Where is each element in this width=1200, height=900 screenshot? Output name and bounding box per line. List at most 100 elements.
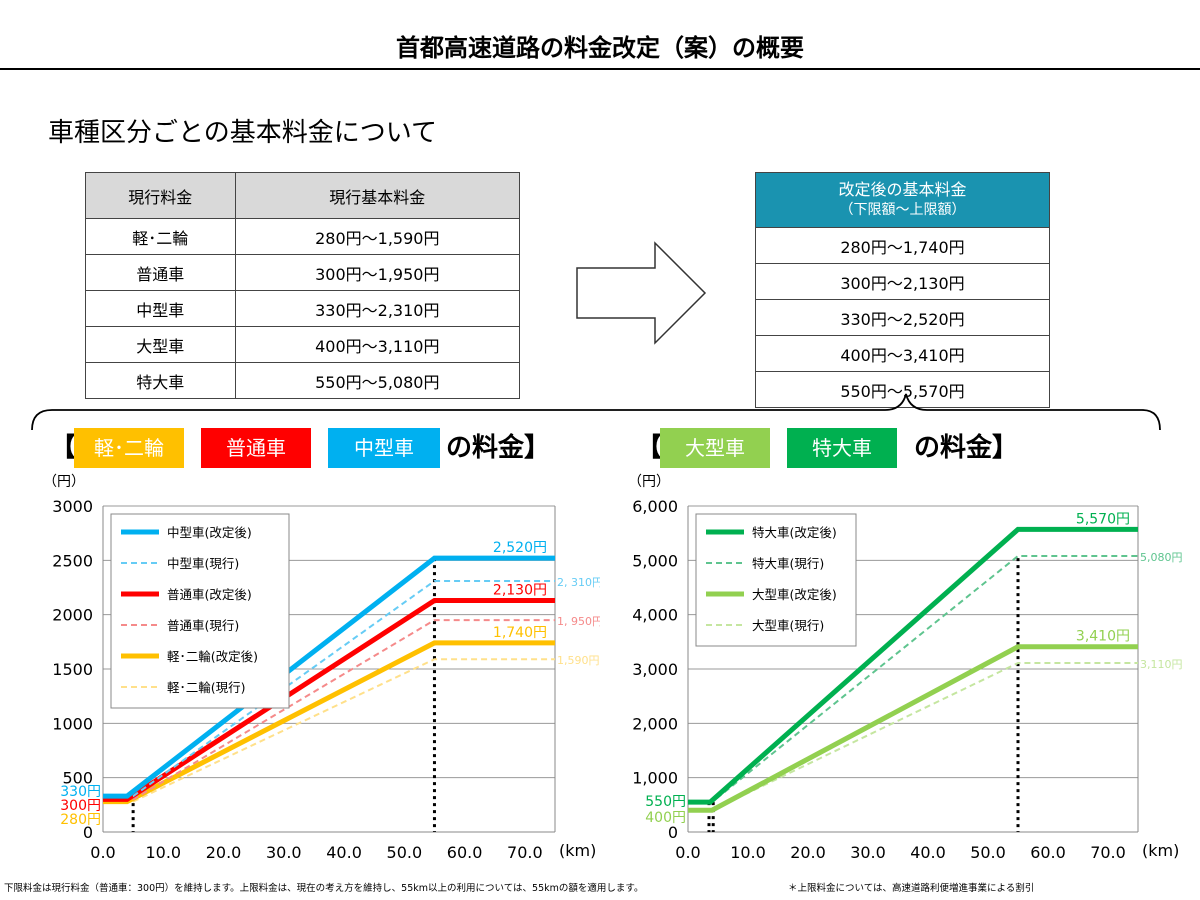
start-value-label: 280円 <box>60 812 101 828</box>
table-row: 特大車 550円～5,080円 <box>85 362 521 399</box>
y-tick-label: 500 <box>62 769 93 788</box>
header-fee: 現行基本料金 <box>234 172 521 219</box>
fee-cell: 550円～5,570円 <box>755 371 1050 408</box>
start-value-label: 300円 <box>60 798 101 814</box>
title-divider <box>0 68 1200 70</box>
table-row: 軽･二輪 280円～1,590円 <box>85 218 521 255</box>
vehicle-cell: 特大車 <box>85 362 236 399</box>
x-tick-label: 60.0 <box>447 843 483 862</box>
x-tick-label: 50.0 <box>970 843 1006 862</box>
end-value-label: 2,130円 <box>493 583 547 599</box>
table-row: 550円～5,570円 <box>755 371 1050 408</box>
fee-cell: 300円～2,130円 <box>755 263 1050 300</box>
right-heading-open: 【 <box>636 433 663 463</box>
table-row: 300円～2,130円 <box>755 263 1050 300</box>
x-tick-label: 10.0 <box>145 843 181 862</box>
legend-label: 大型車(現行) <box>752 618 824 633</box>
x-tick-label: 0.0 <box>90 843 115 862</box>
footnote-right: ＊上限料金については、高速道路利便増進事業による割引 <box>788 883 1035 894</box>
series-line <box>688 526 1138 805</box>
vehicle-cell: 普通車 <box>85 254 236 291</box>
end-value-label: 1,590円 <box>557 654 600 667</box>
x-tick-label: 10.0 <box>730 843 766 862</box>
x-tick-label: 20.0 <box>790 843 826 862</box>
x-axis-unit: (km) <box>1142 841 1179 860</box>
table-row: 330円～2,520円 <box>755 299 1050 336</box>
y-axis-unit: （円） <box>628 474 670 490</box>
x-tick-label: 20.0 <box>206 843 242 862</box>
header-vehicle: 現行料金 <box>85 172 236 219</box>
fee-cell: 400円～3,110円 <box>234 326 521 363</box>
vehicle-cell: 軽･二輪 <box>85 218 236 255</box>
footnote-left: 下限料金は現行料金（普通車：300円）を維持します。上限料金は、現在の考え方を維… <box>4 883 644 894</box>
start-value-label: 400円 <box>645 810 686 826</box>
tag-kei: 軽･二輪 <box>74 428 184 468</box>
tag-chugata: 中型車 <box>328 428 440 468</box>
y-tick-label: 0 <box>668 823 678 842</box>
y-tick-label: 1500 <box>52 660 93 679</box>
series-line <box>688 644 1138 813</box>
x-tick-label: 50.0 <box>387 843 423 862</box>
tag-futsu: 普通車 <box>201 428 311 468</box>
y-axis-unit: （円） <box>43 474 85 490</box>
end-value-label: 2, 310円 <box>557 576 600 589</box>
x-tick-label: 0.0 <box>675 843 700 862</box>
header-subtitle: （下限額～上限額） <box>839 202 966 218</box>
legend-label: 中型車(現行) <box>167 556 239 571</box>
right-fee-chart: 0 1,000 2,000 3,000 4,000 5,000 6,000 0.0 10.0 20… <box>628 474 1183 862</box>
fee-cell: 280円～1,590円 <box>234 218 521 255</box>
table-row: 400円～3,410円 <box>755 335 1050 372</box>
legend-box <box>695 513 857 647</box>
vehicle-cell: 大型車 <box>85 326 236 363</box>
y-tick-label: 2,000 <box>632 714 678 733</box>
start-value-label: 550円 <box>645 794 686 810</box>
legend-label: 軽･二輪(現行) <box>167 680 246 695</box>
y-tick-label: 2500 <box>52 551 93 570</box>
end-value-label: 5,080円 <box>1140 551 1183 564</box>
y-tick-label: 1,000 <box>632 769 678 788</box>
table-row: 280円～1,740円 <box>755 227 1050 264</box>
end-value-label: 1,740円 <box>493 625 547 641</box>
end-value-label: 3,110円 <box>1140 658 1183 671</box>
y-tick-label: 4,000 <box>632 606 678 625</box>
x-tick-label: 70.0 <box>507 843 543 862</box>
x-tick-label: 30.0 <box>266 843 302 862</box>
current-fee-table: 現行料金 現行基本料金 軽･二輪 280円～1,590円 普通車 300円～1,950… <box>85 172 521 399</box>
legend-label: 普通車(改定後) <box>167 587 252 602</box>
start-value-label: 330円 <box>60 784 101 800</box>
right-arrow-icon <box>576 241 707 345</box>
end-value-label: 2,520円 <box>493 540 547 556</box>
legend-box <box>110 513 290 709</box>
legend-label: 軽･二輪(改定後) <box>167 649 258 664</box>
end-value-label: 3,410円 <box>1076 629 1130 645</box>
legend-label: 特大車(現行) <box>752 556 824 571</box>
tag-tokudai: 特大車 <box>787 428 897 468</box>
fee-cell: 330円～2,310円 <box>234 290 521 327</box>
fee-cell: 280円～1,740円 <box>755 227 1050 264</box>
new-fee-table: 改定後の基本料金 （下限額～上限額） 280円～1,740円 300円～2,130… <box>755 172 1050 408</box>
fee-cell: 300円～1,950円 <box>234 254 521 291</box>
end-value-label: 5,570円 <box>1076 511 1130 527</box>
page-title: 首都高速道路の料金改定（案）の概要 <box>396 34 804 62</box>
table-row: 大型車 400円～3,110円 <box>85 326 521 363</box>
y-tick-label: 1000 <box>52 714 93 733</box>
x-tick-label: 30.0 <box>850 843 886 862</box>
x-tick-label: 70.0 <box>1090 843 1126 862</box>
y-tick-label: 3,000 <box>632 660 678 679</box>
tag-ogata: 大型車 <box>660 428 770 468</box>
vehicle-cell: 中型車 <box>85 290 236 327</box>
brace-decoration <box>31 393 1161 431</box>
x-tick-label: 60.0 <box>1030 843 1066 862</box>
legend-label: 普通車(現行) <box>167 618 239 633</box>
x-axis-unit: (km) <box>559 841 596 860</box>
left-heading-suffix: の料金】 <box>446 433 551 463</box>
section-subtitle: 車種区分ごとの基本料金について <box>48 118 437 148</box>
fee-cell: 330円～2,520円 <box>755 299 1050 336</box>
y-tick-label: 2000 <box>52 606 93 625</box>
right-heading-suffix: の料金】 <box>914 433 1019 463</box>
header-title: 改定後の基本料金 <box>838 180 967 199</box>
legend-label: 特大車(改定後) <box>752 525 837 540</box>
legend-label: 大型車(改定後) <box>752 587 837 602</box>
y-tick-label: 6,000 <box>632 497 678 516</box>
x-tick-label: 40.0 <box>326 843 362 862</box>
